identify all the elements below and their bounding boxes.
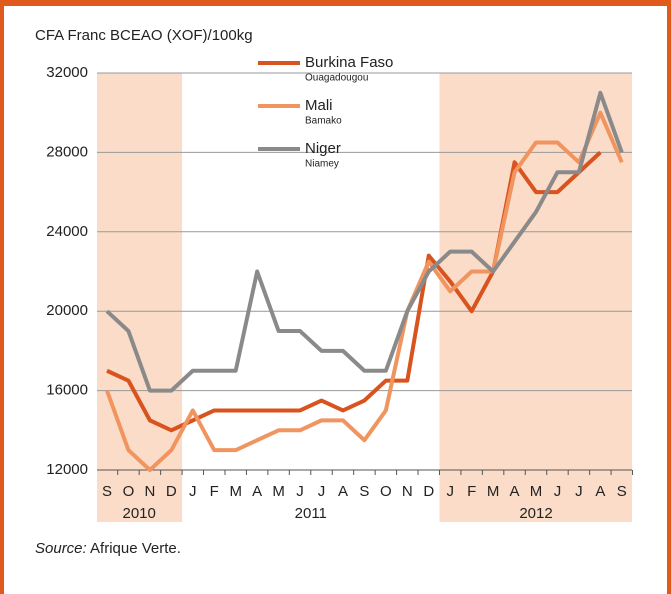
x-tick-label: F [210, 483, 219, 500]
series-line [105, 90, 624, 393]
x-tick-label: J [189, 483, 197, 500]
year-shade [97, 73, 183, 522]
legend-city: Ouagadougou [305, 73, 368, 84]
source-label: Source: [35, 540, 87, 557]
source: Source: Afrique Verte. [35, 540, 181, 557]
y-tick-label: 28000 [46, 143, 88, 160]
series-line [105, 110, 624, 472]
x-tick-label: M [229, 483, 242, 500]
y-tick-label: 20000 [46, 302, 88, 319]
legend-label: Niger [305, 140, 341, 157]
x-tick-label: D [166, 483, 177, 500]
x-tick-label: S [359, 483, 369, 500]
year-label: 2012 [519, 505, 552, 522]
x-tick-label: A [252, 483, 262, 500]
x-tick-label: M [272, 483, 285, 500]
legend-city: Niamey [305, 159, 339, 170]
x-tick-label: J [318, 483, 326, 500]
x-tick-label: A [510, 483, 520, 500]
year-label: 2010 [122, 505, 155, 522]
x-tick-label: J [296, 483, 304, 500]
x-tick-label: S [617, 483, 627, 500]
source-text: Afrique Verte. [90, 540, 181, 557]
legend-city: Bamako [305, 116, 342, 127]
frame-right [667, 0, 671, 594]
x-tick-label: M [530, 483, 543, 500]
x-tick-label: S [102, 483, 112, 500]
x-tick-label: J [554, 483, 562, 500]
y-tick-label: 12000 [46, 461, 88, 478]
legend-label: Burkina Faso [305, 54, 393, 71]
year-shade [439, 73, 632, 522]
y-tick-label: 16000 [46, 382, 88, 399]
year-label: 2011 [295, 505, 327, 522]
x-tick-label: D [423, 483, 434, 500]
y-tick-label: 24000 [46, 223, 88, 240]
x-tick-label: N [144, 483, 155, 500]
x-tick-label: O [123, 483, 135, 500]
x-tick-label: J [575, 483, 583, 500]
x-tick-label: O [380, 483, 392, 500]
x-tick-label: N [402, 483, 413, 500]
x-tick-label: A [338, 483, 348, 500]
legend-label: Mali [305, 97, 333, 114]
x-tick-label: M [487, 483, 500, 500]
frame-left [0, 0, 4, 594]
y-axis-label: CFA Franc BCEAO (XOF)/100kg [35, 27, 253, 44]
x-tick-label: J [446, 483, 454, 500]
y-tick-label: 32000 [46, 64, 88, 81]
x-tick-label: A [595, 483, 605, 500]
frame-top [0, 0, 671, 6]
x-tick-label: F [467, 483, 476, 500]
